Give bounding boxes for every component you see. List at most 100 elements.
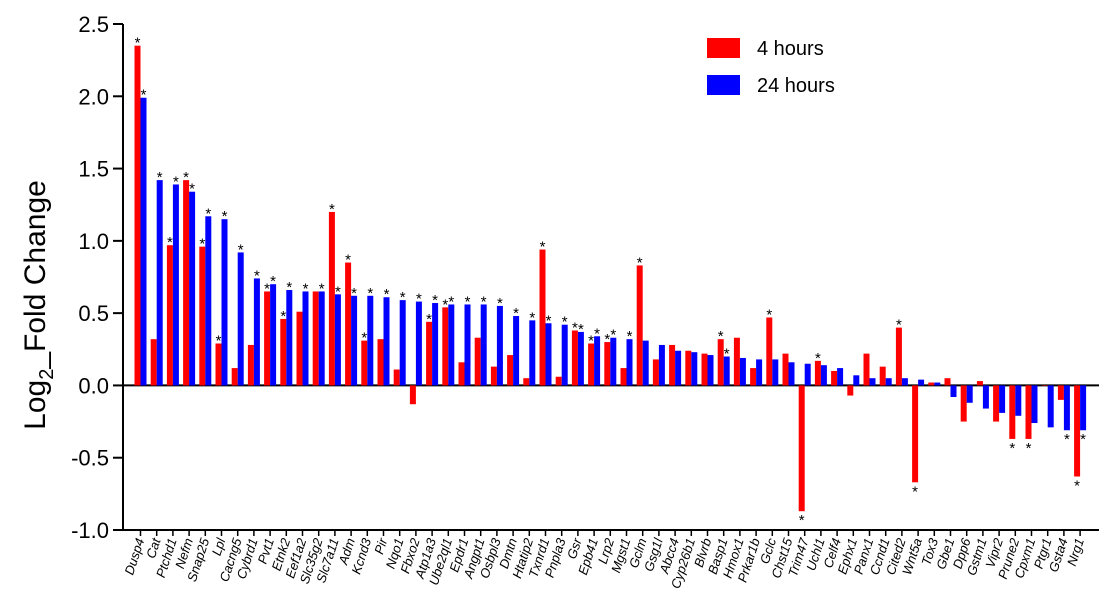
bar-24-hours <box>172 184 179 386</box>
significance-marker: * <box>637 254 643 271</box>
bar-24-hours <box>837 368 844 386</box>
legend-swatch <box>707 75 740 95</box>
significance-marker: * <box>562 314 568 331</box>
significance-marker: * <box>448 293 454 310</box>
bar-4-hours <box>215 343 222 386</box>
bar-24-hours <box>302 291 309 386</box>
significance-marker: * <box>319 280 325 297</box>
bar-4-hours <box>620 368 627 386</box>
significance-marker: * <box>345 252 351 269</box>
y-axis-label: Log2_Fold Change <box>19 180 58 430</box>
y-tick-label: -1.0 <box>71 518 109 543</box>
bar-24-hours <box>626 339 633 386</box>
bar-4-hours <box>1074 385 1081 477</box>
bar-4-hours <box>166 245 173 386</box>
significance-marker: * <box>1009 440 1015 457</box>
bar-24-hours <box>756 359 763 386</box>
bar-24-hours <box>383 297 390 386</box>
bar-24-hours <box>221 219 228 386</box>
bar-4-hours <box>814 360 821 386</box>
bar-24-hours <box>351 295 358 386</box>
bar-24-hours <box>237 252 244 386</box>
significance-marker: * <box>361 330 367 347</box>
significance-marker: * <box>604 331 610 348</box>
bar-4-hours <box>847 385 854 396</box>
bar-4-hours <box>928 382 935 386</box>
bar-4-hours <box>1025 385 1032 439</box>
significance-marker: * <box>627 328 633 345</box>
bar-4-hours <box>183 180 190 386</box>
bar-24-hours <box>642 340 649 386</box>
significance-marker: * <box>167 234 173 251</box>
bar-24-hours <box>901 378 908 386</box>
plot-area: -1.0-0.50.00.51.01.52.02.5Dusp4**Cat*Ptc… <box>71 12 1099 590</box>
bar-24-hours <box>853 375 860 386</box>
bar-4-hours <box>231 368 238 386</box>
bar-24-hours <box>950 385 957 397</box>
bar-4-hours <box>361 340 368 386</box>
significance-marker: * <box>815 350 821 367</box>
y-axis-label-rest: _Fold Change <box>19 180 52 369</box>
bar-24-hours <box>334 294 341 386</box>
bar-24-hours <box>934 382 941 386</box>
bar-24-hours <box>966 385 973 403</box>
significance-marker: * <box>173 173 179 190</box>
bar-4-hours <box>588 343 595 386</box>
bar-4-hours <box>247 344 254 386</box>
bar-4-hours <box>976 381 983 386</box>
bar-24-hours <box>594 336 601 386</box>
bar-24-hours <box>286 290 293 386</box>
bar-4-hours <box>280 318 287 386</box>
bar-4-hours <box>669 344 676 386</box>
significance-marker: * <box>280 308 286 325</box>
bar-4-hours <box>555 376 562 386</box>
bar-24-hours <box>820 365 827 386</box>
significance-marker: * <box>286 279 292 296</box>
significance-marker: * <box>1074 478 1080 495</box>
significance-marker: * <box>264 280 270 297</box>
bar-24-hours <box>691 352 698 386</box>
bar-4-hours <box>134 45 141 386</box>
significance-marker: * <box>799 512 805 529</box>
significance-marker: * <box>1064 431 1070 448</box>
significance-marker: * <box>270 273 276 290</box>
bar-4-hours <box>993 385 1000 422</box>
bar-4-hours <box>798 385 805 512</box>
significance-marker: * <box>766 306 772 323</box>
bar-24-hours <box>577 331 584 386</box>
bar-4-hours <box>199 246 206 386</box>
bar-24-hours <box>318 291 325 386</box>
bar-4-hours <box>426 321 433 386</box>
significance-marker: * <box>465 293 471 310</box>
bar-4-hours <box>766 317 773 386</box>
y-tick-label: 0.0 <box>78 373 109 398</box>
bar-24-hours <box>658 344 665 386</box>
significance-marker: * <box>329 201 335 218</box>
bar-4-hours <box>944 378 951 386</box>
y-tick-label: 1.0 <box>78 229 109 254</box>
bar-4-hours <box>1041 385 1048 386</box>
legend: 4 hours 24 hours <box>707 38 835 97</box>
significance-marker: * <box>199 236 205 253</box>
significance-marker: * <box>141 87 147 104</box>
bar-4-hours <box>328 211 335 386</box>
bar-4-hours <box>490 366 497 386</box>
significance-marker: * <box>572 319 578 336</box>
bar-4-hours <box>523 378 530 386</box>
significance-marker: * <box>254 267 260 284</box>
significance-marker: * <box>216 333 222 350</box>
significance-marker: * <box>400 289 406 306</box>
bar-24-hours <box>367 295 374 386</box>
y-axis-label-main: Log <box>19 380 52 430</box>
bar-4-hours <box>296 311 303 386</box>
bar-4-hours <box>150 339 157 386</box>
bar-4-hours <box>312 291 319 386</box>
bar-24-hours <box>1063 385 1070 431</box>
y-axis-label-subscript: 2 <box>36 369 58 380</box>
significance-marker: * <box>481 293 487 310</box>
significance-marker: * <box>610 327 616 344</box>
significance-marker: * <box>442 296 448 313</box>
significance-marker: * <box>588 333 594 350</box>
bar-24-hours <box>189 191 196 386</box>
bar-24-hours <box>480 304 487 386</box>
